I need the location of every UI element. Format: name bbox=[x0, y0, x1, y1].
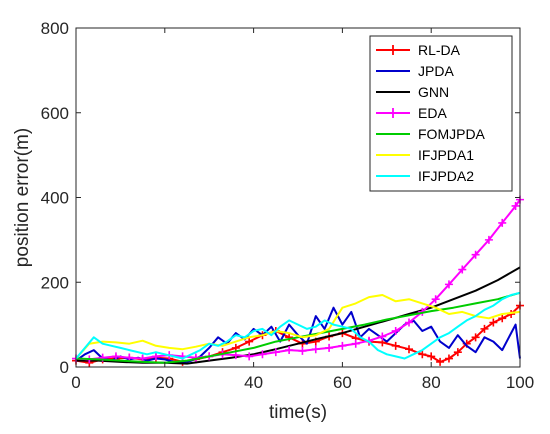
data-point bbox=[258, 350, 267, 359]
legend-entry-ifjpda1: IFJPDA1 bbox=[376, 147, 474, 163]
data-point bbox=[489, 318, 498, 327]
data-point bbox=[378, 332, 387, 341]
legend-entry-gnn: GNN bbox=[376, 84, 449, 100]
legend-entry-fomjpda: FOMJPDA bbox=[376, 126, 486, 142]
x-tick-label: 80 bbox=[422, 373, 441, 392]
legend-label: IFJPDA1 bbox=[418, 147, 474, 163]
data-point bbox=[391, 326, 400, 335]
series-line bbox=[75, 294, 521, 360]
x-axis-label: time(s) bbox=[269, 402, 327, 423]
legend-label: IFJPDA2 bbox=[418, 168, 474, 184]
data-point bbox=[453, 348, 462, 357]
data-point bbox=[498, 314, 507, 323]
data-point bbox=[271, 348, 280, 357]
series-ifjpda2 bbox=[75, 291, 521, 360]
series-jpda bbox=[75, 306, 521, 364]
data-point bbox=[405, 345, 413, 354]
y-tick-label: 200 bbox=[41, 273, 69, 292]
y-axis-label: position error(m) bbox=[12, 128, 33, 267]
series-eda bbox=[72, 195, 524, 364]
data-point bbox=[245, 352, 254, 361]
data-point bbox=[427, 352, 436, 361]
x-tick-label: 0 bbox=[71, 373, 80, 392]
data-point bbox=[471, 333, 480, 342]
legend-entry-jpda: JPDA bbox=[376, 63, 454, 79]
data-point bbox=[458, 265, 467, 274]
data-point bbox=[444, 354, 453, 363]
legend-entry-ifjpda2: IFJPDA2 bbox=[376, 168, 474, 184]
data-point bbox=[245, 337, 254, 346]
x-tick-label: 20 bbox=[155, 373, 174, 392]
legend-marker bbox=[388, 45, 398, 55]
data-point bbox=[111, 352, 120, 361]
series-line bbox=[75, 291, 521, 364]
legend: RL-DA JPDA GNN EDA FOMJPDA IFJPDA1 IFJPDA2 bbox=[369, 35, 513, 192]
y-tick-label: 800 bbox=[41, 19, 69, 38]
legend-entry-eda: EDA bbox=[376, 105, 447, 121]
y-tick-label: 0 bbox=[60, 358, 69, 377]
data-point bbox=[484, 235, 493, 244]
data-point bbox=[444, 280, 453, 289]
legend-label: FOMJPDA bbox=[418, 126, 486, 142]
legend-marker bbox=[388, 108, 398, 118]
data-point bbox=[285, 346, 294, 355]
data-point bbox=[498, 218, 507, 227]
y-tick-label: 400 bbox=[41, 189, 69, 208]
series-layer bbox=[72, 195, 524, 367]
series-line bbox=[75, 291, 521, 360]
data-point bbox=[338, 341, 347, 350]
data-point bbox=[405, 318, 413, 327]
data-point bbox=[471, 250, 480, 259]
data-point bbox=[418, 350, 427, 359]
legend-label: JPDA bbox=[418, 63, 454, 79]
legend-label: GNN bbox=[418, 84, 449, 100]
legend-label: EDA bbox=[418, 105, 447, 121]
data-point bbox=[325, 343, 334, 352]
data-point bbox=[436, 357, 445, 366]
data-point bbox=[480, 324, 489, 333]
series-line bbox=[75, 306, 521, 364]
data-point bbox=[311, 345, 320, 354]
series-ifjpda1 bbox=[75, 294, 521, 360]
data-point bbox=[298, 346, 307, 355]
legend-entry-rl-da: RL-DA bbox=[376, 42, 461, 58]
data-point bbox=[511, 201, 520, 210]
x-tick-label: 60 bbox=[333, 373, 352, 392]
axes-layer: 0 20 40 60 80 100 0 200 400 600 800 time(s) position… bbox=[12, 19, 534, 423]
data-point bbox=[351, 339, 360, 348]
data-point bbox=[431, 295, 440, 304]
data-point bbox=[391, 341, 400, 350]
legend-label: RL-DA bbox=[418, 42, 461, 58]
data-point bbox=[231, 351, 240, 360]
y-tick-label: 600 bbox=[41, 104, 69, 123]
x-tick-label: 40 bbox=[244, 373, 263, 392]
x-tick-label: 100 bbox=[506, 373, 534, 392]
series-fomjpda bbox=[75, 291, 521, 364]
data-point bbox=[151, 352, 160, 361]
